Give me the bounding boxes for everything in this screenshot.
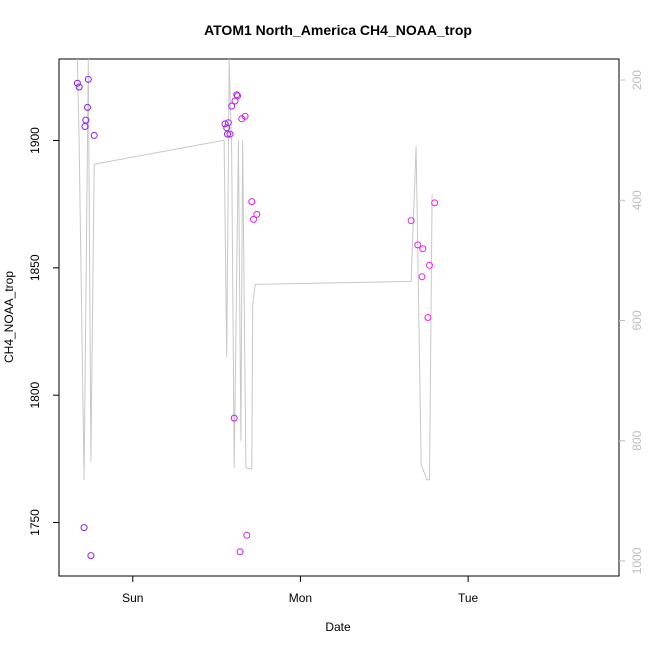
chart-title: ATOM1 North_America CH4_NOAA_trop	[204, 22, 472, 38]
y-tick-label: 1850	[28, 254, 42, 281]
data-point	[241, 112, 249, 120]
data-point	[419, 245, 427, 253]
data-point	[224, 130, 231, 138]
data-point	[418, 273, 426, 281]
y-tick-label: 1750	[28, 509, 42, 536]
plot-frame	[58, 58, 620, 577]
y2-tick-label: 1000	[630, 547, 644, 574]
y-tick-label: 1800	[28, 382, 42, 409]
series-line	[76, 58, 433, 481]
data-point	[236, 548, 244, 556]
data-point	[87, 552, 95, 560]
x-tick-label: Mon	[289, 591, 312, 605]
data-point	[75, 83, 83, 91]
secondary-y-axis: 200 400 600 800 1000	[619, 70, 644, 574]
data-point	[414, 241, 422, 249]
data-point	[73, 79, 81, 87]
y2-tick-label: 200	[630, 70, 644, 90]
data-point	[224, 119, 232, 127]
y2-tick-label: 800	[630, 430, 644, 450]
data-point	[253, 210, 261, 218]
data-point	[248, 198, 256, 206]
data-point	[221, 120, 229, 128]
data-point	[226, 130, 234, 138]
data-point	[228, 102, 236, 110]
data-point	[80, 524, 88, 532]
x-axis-label: Date	[325, 620, 351, 634]
y-axis-label: CH4_NOAA_trop	[2, 271, 16, 363]
data-point	[84, 75, 92, 83]
data-point	[233, 91, 241, 99]
data-point	[431, 199, 439, 207]
y2-tick-label: 400	[630, 190, 644, 210]
y-tick-label: 1900	[28, 127, 42, 154]
data-point	[234, 92, 242, 100]
data-point	[90, 131, 98, 139]
x-tick-label: Tue	[458, 591, 479, 605]
data-point	[243, 531, 251, 539]
x-tick-label: Sun	[122, 591, 143, 605]
data-point	[250, 215, 257, 223]
data-points	[73, 75, 439, 560]
data-point	[407, 217, 415, 225]
data-point	[84, 103, 91, 111]
y-axis: 1750 1800 1850 1900	[28, 127, 59, 536]
data-point	[82, 116, 90, 124]
data-point	[230, 414, 238, 422]
data-point	[426, 261, 433, 269]
series-line-layer	[76, 58, 433, 481]
y2-tick-label: 600	[630, 310, 644, 330]
data-point	[424, 314, 432, 321]
x-axis: Sun Mon Tue	[122, 576, 479, 605]
